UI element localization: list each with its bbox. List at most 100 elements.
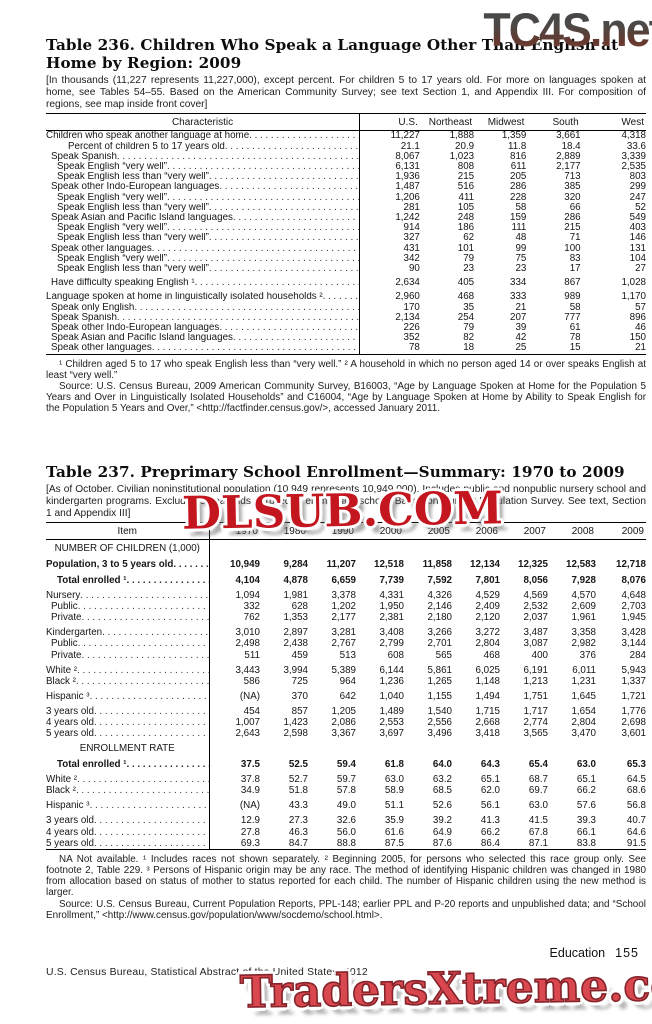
table-row: Speak Spanish 8,067 1,023 816 2,889 3,339	[46, 150, 646, 162]
cell-value: 2,960	[395, 291, 420, 303]
dot-leader	[82, 612, 209, 623]
cell-value: 2,889	[556, 150, 581, 162]
column-header: 2000	[356, 522, 404, 541]
cell-value: 51.8	[288, 785, 308, 797]
cell-value: 99	[515, 242, 527, 254]
cell-value: 333	[510, 291, 527, 303]
cell-value: 11,207	[326, 559, 356, 571]
cell-value: 64.9	[432, 826, 452, 838]
cell-value: 1,155	[427, 691, 452, 702]
cell-value: 2,086	[331, 717, 356, 729]
cell-value: 64.5	[626, 773, 646, 785]
cell-value: 41.3	[480, 815, 500, 827]
cell-value: 79	[463, 321, 475, 333]
table-row: White ² 37.8 52.7 59.7 63.0 63.2 65.1 68.7 65.1 6…	[46, 769, 646, 786]
cell-value: 11,227	[390, 130, 420, 142]
column-header: 2009	[596, 522, 646, 541]
row-label: White ²	[46, 664, 78, 676]
dot-leader	[167, 254, 359, 264]
cell-value: 2,037	[523, 612, 548, 624]
cell-value: 170	[403, 301, 420, 313]
cell-value: 4,331	[379, 589, 404, 601]
cell-value: 4,529	[475, 589, 500, 601]
cell-value: 549	[629, 211, 646, 223]
dot-leader	[77, 774, 208, 785]
cell-value: 40.7	[626, 815, 646, 827]
cell-value: 8,076	[621, 574, 646, 586]
table-row: Public 2,498 2,438 2,767 2,799 2,701 2,804 3,08…	[46, 638, 646, 650]
table-row: Speak Asian and Pacific Island languages…	[46, 332, 646, 344]
cell-value: 1,751	[523, 691, 548, 702]
table-row: Public 332 628 1,202 1,950 2,146 2,409 2,532 2,6…	[46, 600, 646, 613]
cell-value: 1,776	[621, 706, 646, 718]
row-label: 3 years old	[46, 706, 94, 718]
cell-value: 1,094	[235, 589, 260, 601]
cell-value: 65.3	[626, 758, 646, 770]
cell-value: 83	[569, 252, 581, 264]
cell-value: 75	[515, 252, 527, 264]
cell-value: 3,087	[523, 638, 548, 650]
cell-value: 2,177	[331, 612, 356, 624]
cell-value: 79	[463, 252, 475, 264]
source-attribution-line: U.S. Census Bureau, Statistical Abstract…	[46, 967, 368, 978]
cell-value: 7,739	[379, 574, 404, 586]
section-header: NUMBER OF CHILDREN (1,000)	[46, 539, 210, 556]
cell-value: 27.8	[240, 826, 260, 838]
table-row: Speak English “very well” 914 186 111 215 403	[46, 222, 646, 234]
cell-value: 3,443	[235, 664, 260, 676]
table-row: 3 years old 12.9 27.3 32.6 35.9 39.2 41.3 41.5 3…	[46, 811, 646, 827]
cell-value: 7,928	[571, 574, 596, 586]
row-label: Population, 3 to 5 years old	[46, 559, 174, 571]
cell-value: 1,023	[449, 150, 475, 162]
dot-leader	[233, 333, 359, 343]
cell-value: 5,943	[621, 664, 646, 676]
cell-value: 2,134	[395, 311, 420, 323]
cell-value: 57	[635, 301, 646, 313]
cell-value: 87.6	[432, 837, 452, 849]
cell-value: 1,961	[571, 612, 596, 624]
row-label: Speak Spanish	[51, 151, 117, 162]
cell-value: 400	[531, 649, 548, 661]
dot-leader	[209, 233, 359, 243]
table-row: Percent of children 5 to 17 years old 21.…	[46, 141, 646, 152]
cell-value: 1,645	[571, 691, 596, 702]
row-label: Black ²	[46, 785, 76, 797]
table237-note: [As of October. Civilian noninstitutiona…	[46, 484, 646, 519]
cell-value: 87.1	[528, 837, 548, 849]
cell-value: 4,570	[571, 589, 596, 601]
cell-value: 2,598	[283, 728, 308, 740]
cell-value: 2,409	[475, 600, 500, 612]
cell-value: 1,717	[523, 706, 548, 718]
table-row: Total enrolled ¹ 4,104 4,878 6,659 7,739 7,59…	[46, 570, 646, 586]
cell-value: 39.3	[576, 815, 596, 827]
column-header: 1990	[308, 522, 356, 541]
dot-leader	[90, 691, 209, 702]
table-row: Language spoken at home in linguisticall…	[46, 288, 646, 303]
cell-value: 27.3	[288, 815, 308, 827]
row-label: Total enrolled ¹	[57, 574, 127, 586]
cell-value: 6,659	[331, 574, 356, 586]
table237-title: Table 237. Preprimary School Enrollment—…	[46, 462, 625, 481]
cell-value: 1,205	[331, 706, 356, 718]
table-row: Kindergarten 3,010 2,897 3,281 3,408 3,266 3,2…	[46, 623, 646, 639]
cell-value: 914	[403, 222, 420, 234]
table-row: 4 years old 1,007 1,423 2,086 2,553 2,556 2,66…	[46, 717, 646, 729]
table237-header-label: Item	[46, 522, 210, 541]
table236-source: Source: U.S. Census Bureau, 2009 America…	[46, 380, 646, 415]
cell-value: 3,994	[283, 664, 308, 676]
cell-value: 2,643	[235, 728, 260, 740]
cell-value: 2,804	[571, 717, 596, 729]
row-label: Speak English “very well”	[57, 192, 167, 203]
table-row: Private 762 1,353 2,177 2,381 2,180 2,120 2,037…	[46, 612, 646, 624]
page-number: 155	[615, 946, 639, 960]
cell-value: 88.8	[336, 837, 356, 849]
cell-value: 11,858	[422, 559, 452, 571]
cell-value: 46	[635, 321, 646, 333]
cell-value: 64.6	[626, 826, 646, 838]
cell-value: 1,489	[379, 706, 404, 718]
cell-value: 2,177	[556, 160, 581, 172]
table-row: Total enrolled ¹ 37.5 52.5 59.4 61.8 64.0 64.3…	[46, 754, 646, 770]
table237-footnote: NA Not available. ¹ Includes races not s…	[46, 853, 646, 899]
cell-value: 3,661	[556, 130, 581, 142]
cell-value: 6,011	[572, 664, 596, 676]
